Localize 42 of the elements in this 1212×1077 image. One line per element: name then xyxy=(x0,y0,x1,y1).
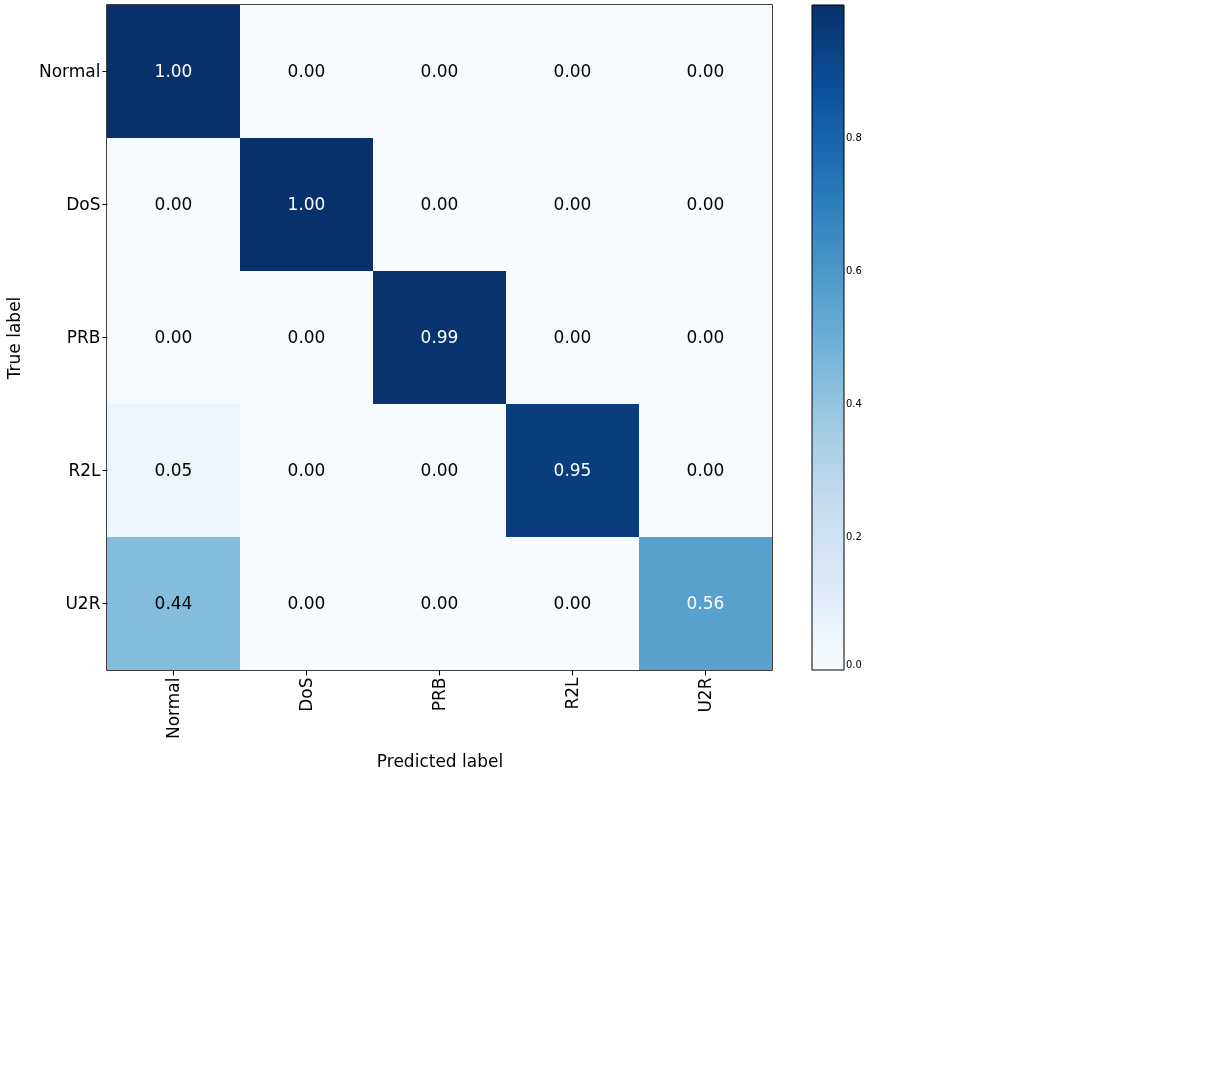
data-label: 0.00 xyxy=(553,592,592,613)
data-label: 0.99 xyxy=(420,326,459,347)
data-label: 0.00 xyxy=(420,459,459,480)
data-label: 0.00 xyxy=(553,60,592,81)
data-label: 0.56 xyxy=(686,592,725,613)
data-label: 0.00 xyxy=(686,60,725,81)
y-axis-title: True label xyxy=(3,296,24,381)
x-tick-label: DoS xyxy=(295,677,316,712)
data-label: 0.00 xyxy=(287,592,326,613)
color-bar-label: 0.4 xyxy=(846,398,862,409)
data-label: 0.00 xyxy=(287,60,326,81)
data-label: 0.00 xyxy=(553,193,592,214)
data-label: 1.00 xyxy=(287,193,326,214)
x-tick-label: U2R xyxy=(694,677,715,713)
data-label: 0.05 xyxy=(154,459,193,480)
color-bar-label: 0.6 xyxy=(846,265,862,276)
data-label: 0.00 xyxy=(154,326,193,347)
data-label: 1.00 xyxy=(154,60,193,81)
data-label: 0.00 xyxy=(287,326,326,347)
data-label: 0.00 xyxy=(686,326,725,347)
y-tick-label: PRB xyxy=(66,326,101,347)
data-label: 0.00 xyxy=(686,193,725,214)
data-label: 0.00 xyxy=(154,193,193,214)
data-label: 0.44 xyxy=(154,592,193,613)
y-tick-label: Normal xyxy=(38,60,101,81)
x-tick-label: PRB xyxy=(428,677,449,712)
color-bar-label: 0.8 xyxy=(846,132,862,143)
data-label: 0.00 xyxy=(420,592,459,613)
data-label: 0.00 xyxy=(420,60,459,81)
y-tick-label: DoS xyxy=(66,193,101,214)
data-label: 0.95 xyxy=(553,459,592,480)
color-bar-label: 0.0 xyxy=(846,659,862,670)
y-tick-label: R2L xyxy=(68,459,102,480)
data-label: 0.00 xyxy=(553,326,592,347)
y-tick-label: U2R xyxy=(65,592,101,613)
x-tick-label: Normal xyxy=(162,677,183,740)
x-axis-title: Predicted label xyxy=(376,751,504,772)
x-tick-label: R2L xyxy=(561,676,582,710)
data-label: 0.00 xyxy=(420,193,459,214)
data-label: 0.00 xyxy=(287,459,326,480)
data-label: 0.00 xyxy=(686,459,725,480)
color-bar-label: 0.2 xyxy=(846,531,862,542)
